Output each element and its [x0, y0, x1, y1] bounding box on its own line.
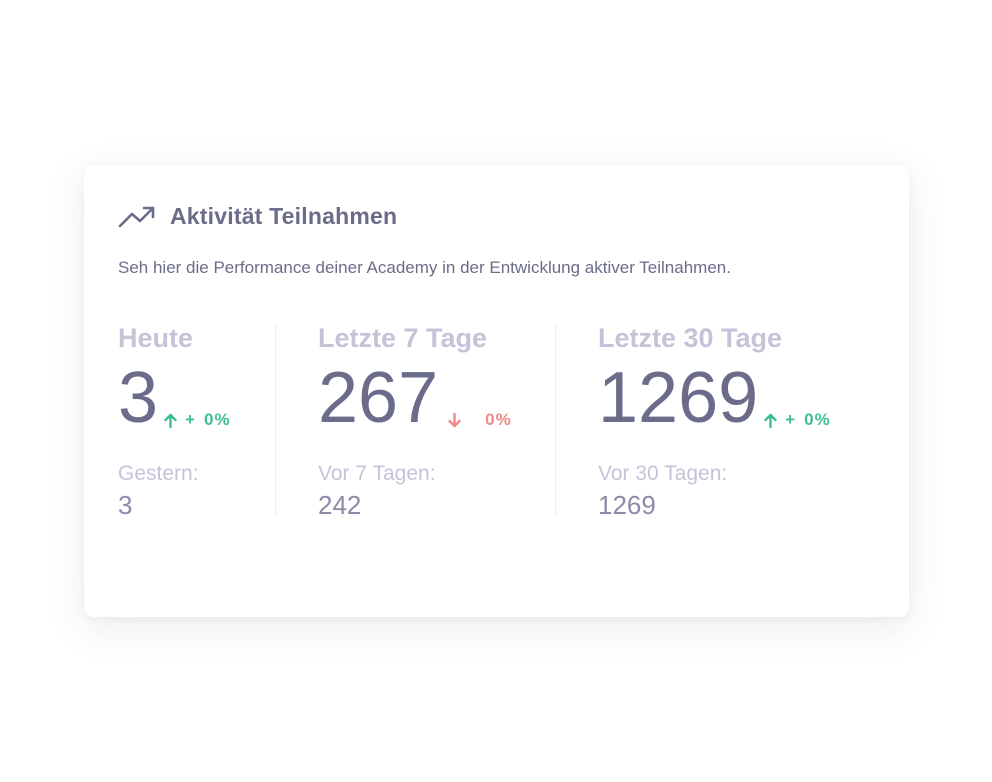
divider [275, 323, 276, 517]
stat-value: 1269 [598, 358, 759, 438]
stat-last-7-days: Letzte 7 Tage 267 0% Vor 7 Tagen: 242 [318, 323, 512, 521]
card-header: Aktivität Teilnahmen [118, 203, 397, 230]
trend-percent: 0% [485, 410, 512, 429]
trend-indicator: + 0% [764, 410, 831, 430]
arrow-up-icon [164, 413, 185, 428]
previous-value: 3 [118, 490, 133, 520]
previous-value: 1269 [598, 490, 656, 520]
activity-card: Aktivität Teilnahmen Seh hier die Perfor… [84, 165, 909, 617]
previous-label: Gestern: [118, 462, 199, 485]
stat-label: Heute [118, 323, 194, 353]
stat-today: Heute 3 + 0% Gestern: 3 [118, 323, 231, 521]
previous-label: Vor 7 Tagen: [318, 462, 436, 485]
arrow-up-icon [764, 413, 785, 428]
stat-last-30-days: Letzte 30 Tage 1269 + 0% Vor 30 Tagen: 1… [598, 323, 831, 521]
trend-percent: 0% [804, 410, 831, 429]
card-title: Aktivität Teilnahmen [170, 203, 398, 229]
stat-label: Letzte 7 Tage [318, 323, 488, 353]
stat-label: Letzte 30 Tage [598, 323, 783, 353]
divider [555, 323, 556, 517]
card-subtitle: Seh hier die Performance deiner Academy … [118, 258, 731, 277]
trend-sign: + [185, 410, 196, 429]
stat-value: 3 [118, 358, 159, 438]
previous-label: Vor 30 Tagen: [598, 462, 728, 485]
trending-up-icon [118, 205, 156, 229]
trend-percent: 0% [203, 410, 231, 429]
trend-indicator: 0% [448, 410, 512, 430]
previous-value: 242 [318, 490, 362, 520]
trend-indicator: + 0% [164, 410, 231, 430]
trend-sign: + [785, 410, 797, 429]
stat-value: 267 [318, 358, 439, 438]
arrow-down-icon [448, 412, 469, 428]
